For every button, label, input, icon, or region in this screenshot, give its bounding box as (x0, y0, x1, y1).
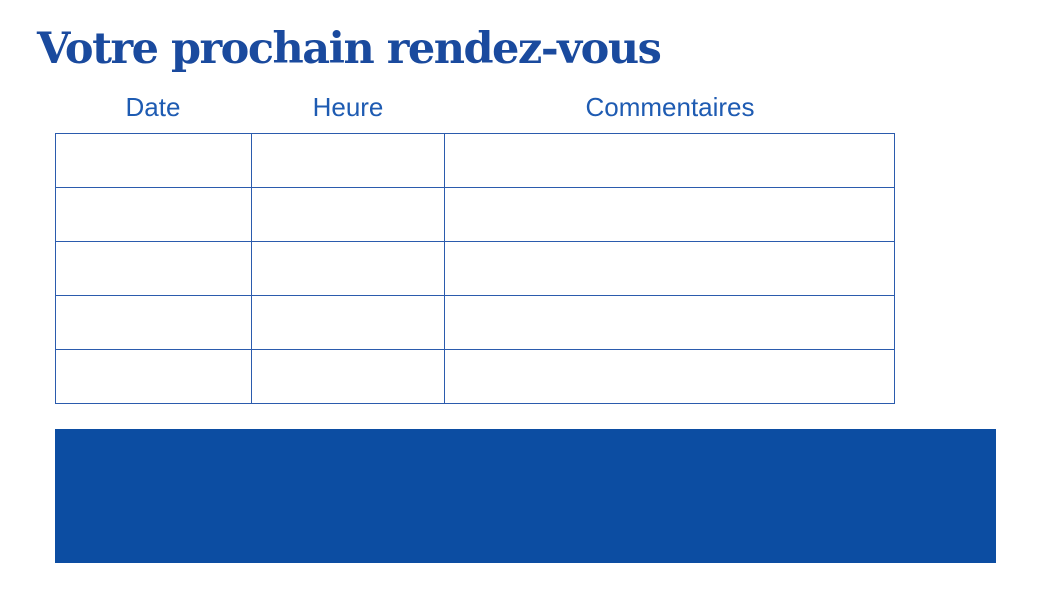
table-cell (445, 188, 894, 241)
table-row (56, 188, 894, 242)
column-header-commentaires: Commentaires (585, 92, 755, 122)
table-cell (252, 242, 446, 295)
column-header-heure: Heure (312, 92, 384, 122)
page-title: Votre prochain rendez-vous (37, 24, 662, 74)
table-cell (56, 188, 252, 241)
table-header-row: Date Heure Commentaires (55, 92, 895, 122)
table-cell (56, 350, 252, 403)
table-row (56, 134, 894, 188)
table-cell (445, 350, 894, 403)
table-row (56, 242, 894, 296)
bottom-banner (55, 429, 996, 563)
table-cell (252, 188, 446, 241)
table-cell (445, 296, 894, 349)
table-cell (252, 134, 446, 187)
table-cell (252, 350, 446, 403)
appointments-table (55, 133, 895, 404)
table-cell (56, 296, 252, 349)
column-header-date: Date (125, 92, 181, 122)
table-row (56, 350, 894, 404)
table-cell (56, 134, 252, 187)
table-cell (445, 242, 894, 295)
table-cell (445, 134, 894, 187)
table-cell (56, 242, 252, 295)
table-row (56, 296, 894, 350)
table-cell (252, 296, 446, 349)
